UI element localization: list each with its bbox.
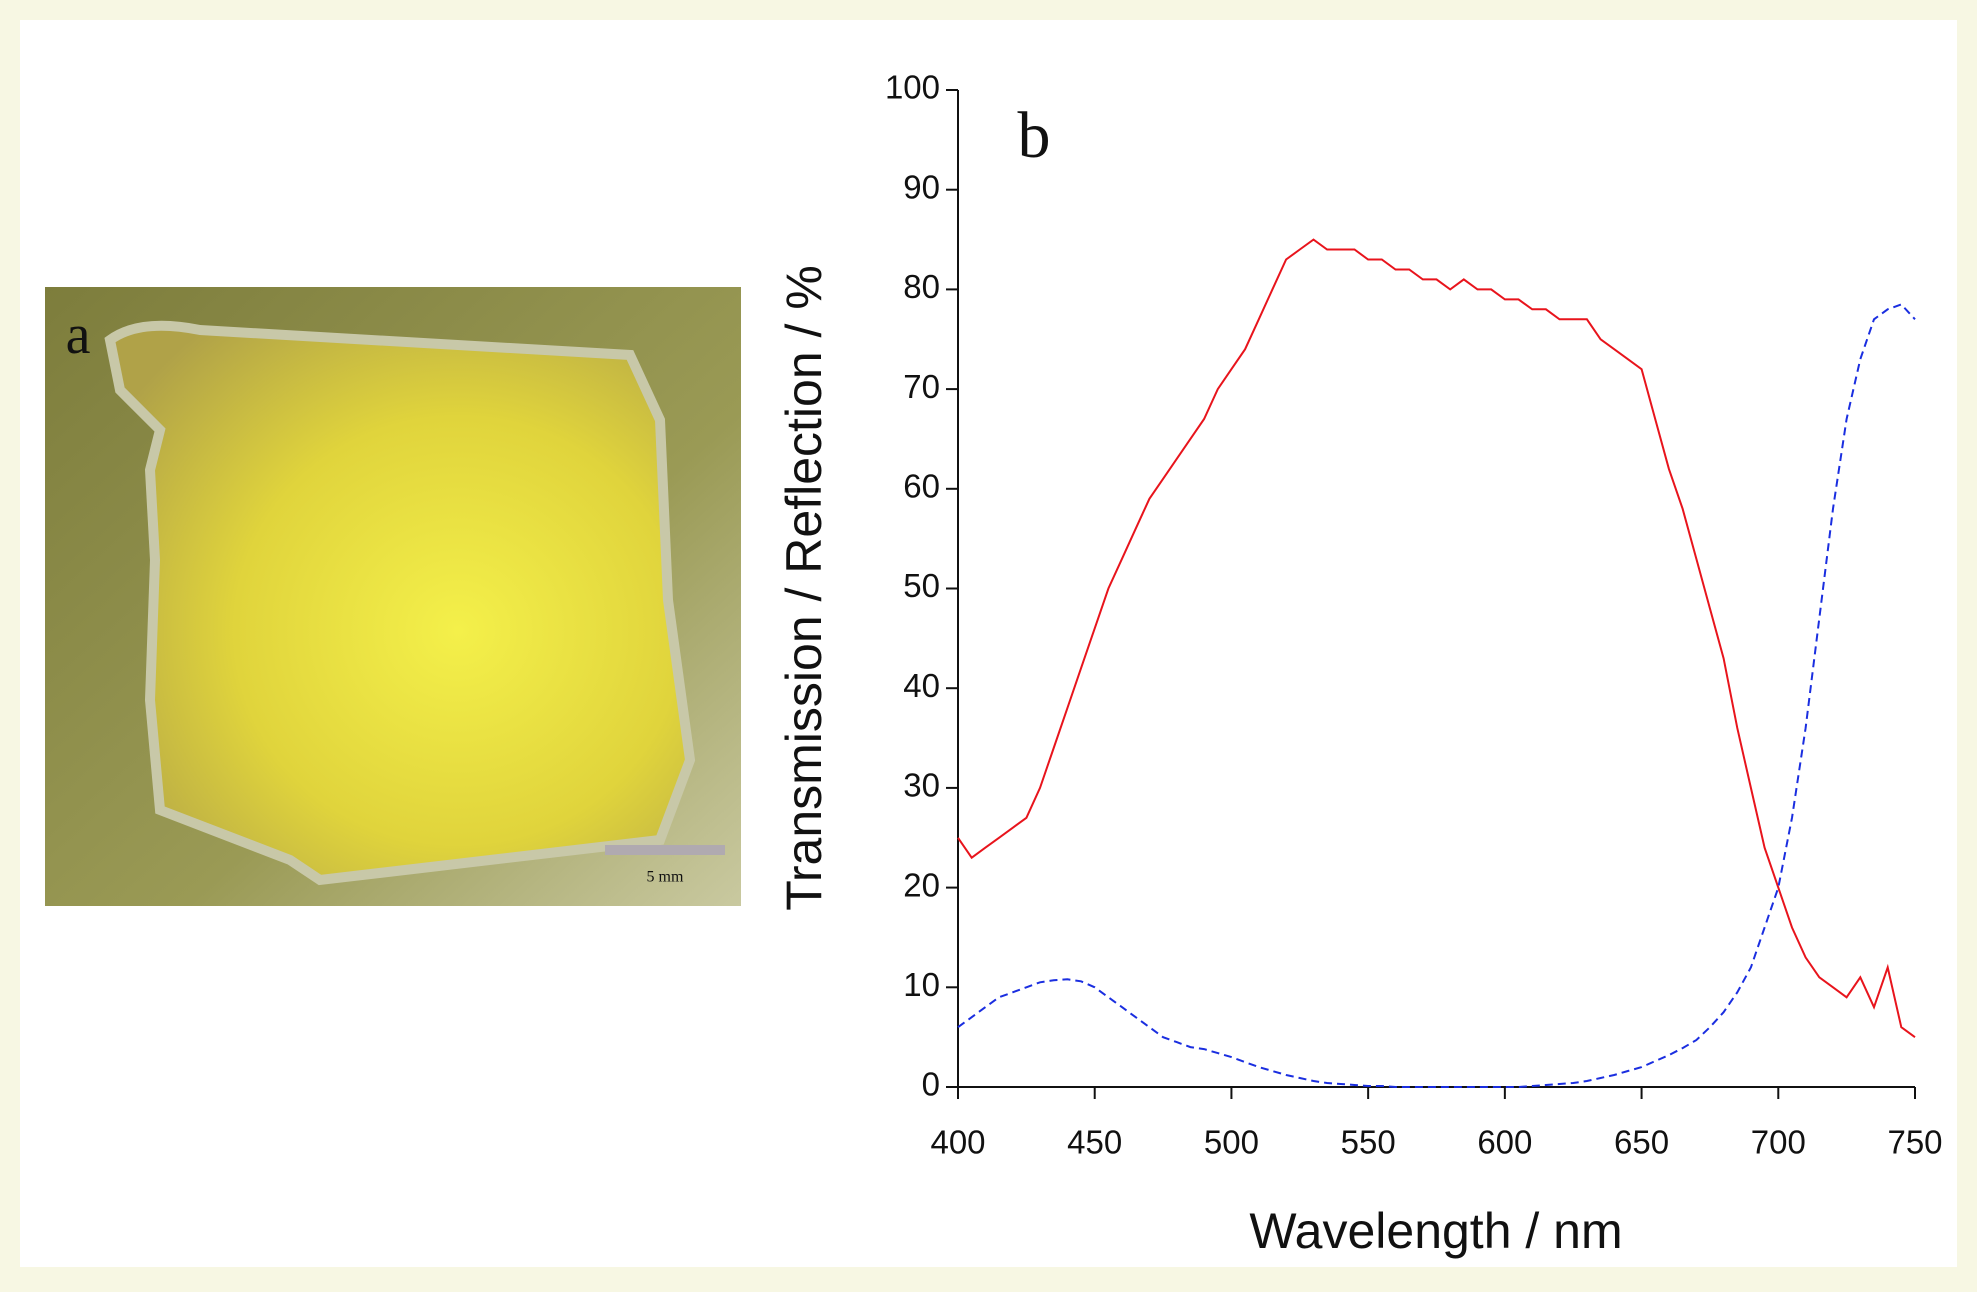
y-tick-label: 30: [903, 767, 940, 804]
x-tick-label: 700: [1751, 1124, 1806, 1161]
y-tick-label: 100: [885, 69, 940, 106]
y-tick-label: 70: [903, 368, 940, 405]
scale-bar: [605, 845, 725, 855]
x-tick-label: 750: [1887, 1124, 1942, 1161]
x-tick-label: 650: [1614, 1124, 1669, 1161]
photo: 5 mm a: [45, 287, 741, 906]
film-sample: [104, 320, 696, 886]
x-tick-label: 600: [1477, 1124, 1532, 1161]
y-tick-label: 60: [903, 468, 940, 505]
y-tick-label: 90: [903, 168, 940, 205]
y-axis-title: Transmission / Reflection / %: [776, 265, 832, 911]
x-axis-title: Wavelength / nm: [1249, 1203, 1622, 1259]
y-tick-label: 20: [903, 866, 940, 903]
y-tick-label: 0: [922, 1066, 940, 1103]
x-tick-label: 450: [1067, 1124, 1122, 1161]
y-tick-label: 80: [903, 268, 940, 305]
data-line: [957, 238, 1916, 1039]
x-tick-label: 500: [1204, 1124, 1259, 1161]
data-line: [957, 303, 1916, 1088]
x-tick-label: 550: [1341, 1124, 1396, 1161]
y-tick-label: 10: [903, 966, 940, 1003]
scale-bar-label: 5 mm: [647, 869, 684, 886]
panel-label: b: [1018, 99, 1051, 172]
y-tick-label: 50: [903, 567, 940, 604]
x-tick-label: 400: [930, 1124, 985, 1161]
panel-label: a: [66, 304, 91, 366]
y-tick-label: 40: [903, 667, 940, 704]
